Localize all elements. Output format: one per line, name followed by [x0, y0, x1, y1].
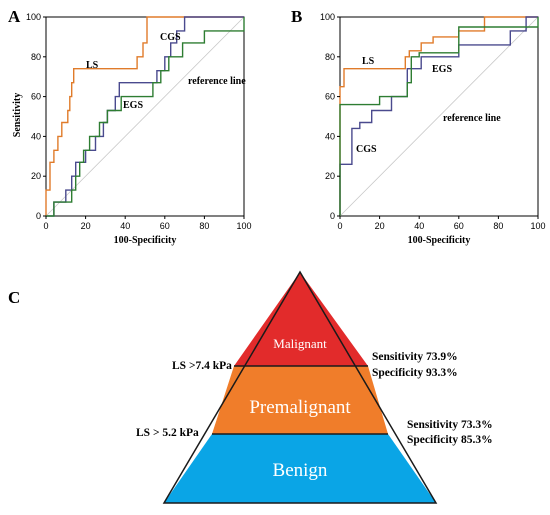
chart-b-y-tick-label: 40 — [325, 131, 335, 141]
sensitivity-lower: Sensitivity 73.3% — [407, 419, 493, 431]
panel-letter-b: B — [291, 7, 302, 26]
chart-b-y-tick-label: 80 — [325, 52, 335, 62]
risk-pyramid: Malignant Premalignant Benign LS >7.4 kP… — [136, 270, 493, 504]
tier-benign — [164, 434, 436, 503]
chart-b-series-reference-line — [339, 16, 539, 217]
roc-chart-a: Sensitivity 100-Specificity LS CGS EGS r… — [12, 12, 252, 246]
chart-a-ylabel: Sensitivity — [12, 93, 23, 137]
chart-a-series-reference-line — [45, 16, 245, 217]
chart-a-label-cgs: CGS — [160, 32, 181, 43]
chart-a-label-egs: EGS — [123, 100, 143, 111]
chart-b-y-tick-label: 20 — [325, 171, 335, 181]
chart-a-x-tick-label: 20 — [81, 221, 91, 231]
chart-a-series-ls — [45, 16, 244, 216]
tier-label-premalignant: Premalignant — [249, 397, 351, 418]
specificity-lower: Specificity 85.3% — [407, 434, 493, 446]
chart-b-label-cgs: CGS — [356, 144, 377, 155]
chart-a-label-ls: LS — [86, 60, 99, 71]
threshold-label-upper: LS >7.4 kPa — [172, 360, 232, 372]
chart-b-label-egs: EGS — [432, 64, 452, 75]
chart-b-x-tick-label: 60 — [454, 221, 464, 231]
chart-a-y-tick-label: 20 — [31, 171, 41, 181]
panel-letter-a: A — [8, 7, 21, 26]
chart-b-label-reference: reference line — [443, 113, 501, 124]
chart-a-plot-frame — [45, 16, 245, 217]
tier-premalignant — [212, 366, 388, 434]
sensitivity-upper: Sensitivity 73.9% — [372, 351, 458, 363]
chart-b-x-tick-label: 0 — [337, 221, 342, 231]
panel-letter-c: C — [8, 288, 20, 307]
chart-a-xlabel: 100-Specificity — [114, 235, 177, 246]
pyramid-outline — [162, 270, 438, 504]
tier-malignant — [234, 272, 368, 366]
chart-b-series-ls — [339, 16, 538, 216]
tier-label-malignant: Malignant — [273, 336, 327, 351]
threshold-label-lower: LS > 5.2 kPa — [136, 427, 199, 439]
chart-a-x-tick-label: 40 — [120, 221, 130, 231]
chart-b-label-ls: LS — [362, 56, 375, 67]
tier-label-benign: Benign — [273, 460, 328, 481]
specificity-upper: Specificity 93.3% — [372, 367, 458, 379]
chart-b-xlabel: 100-Specificity — [408, 235, 471, 246]
chart-b-x-tick-label: 40 — [414, 221, 424, 231]
chart-b-x-tick-label: 20 — [375, 221, 385, 231]
chart-b-x-tick-label: 100 — [530, 221, 545, 231]
chart-a-x-tick-label: 100 — [236, 221, 251, 231]
chart-b-y-tick-label: 60 — [325, 92, 335, 102]
chart-a-label-reference: reference line — [188, 76, 246, 87]
chart-b-y-tick-label: 100 — [320, 12, 335, 22]
chart-a-y-tick-label: 0 — [36, 211, 41, 221]
chart-a-x-tick-label: 80 — [199, 221, 209, 231]
chart-a-y-tick-label: 60 — [31, 92, 41, 102]
chart-b-x-tick-label: 80 — [493, 221, 503, 231]
roc-chart-b: 100-Specificity LS EGS CGS reference lin… — [320, 12, 546, 246]
chart-a-x-tick-label: 0 — [43, 221, 48, 231]
chart-a-y-tick-label: 100 — [26, 12, 41, 22]
chart-a-series-egs — [46, 17, 245, 217]
chart-b-series-egs — [339, 17, 539, 216]
chart-a-x-tick-label: 60 — [160, 221, 170, 231]
chart-a-y-tick-label: 80 — [31, 52, 41, 62]
chart-b-y-tick-label: 0 — [330, 211, 335, 221]
chart-a-y-tick-label: 40 — [31, 131, 41, 141]
